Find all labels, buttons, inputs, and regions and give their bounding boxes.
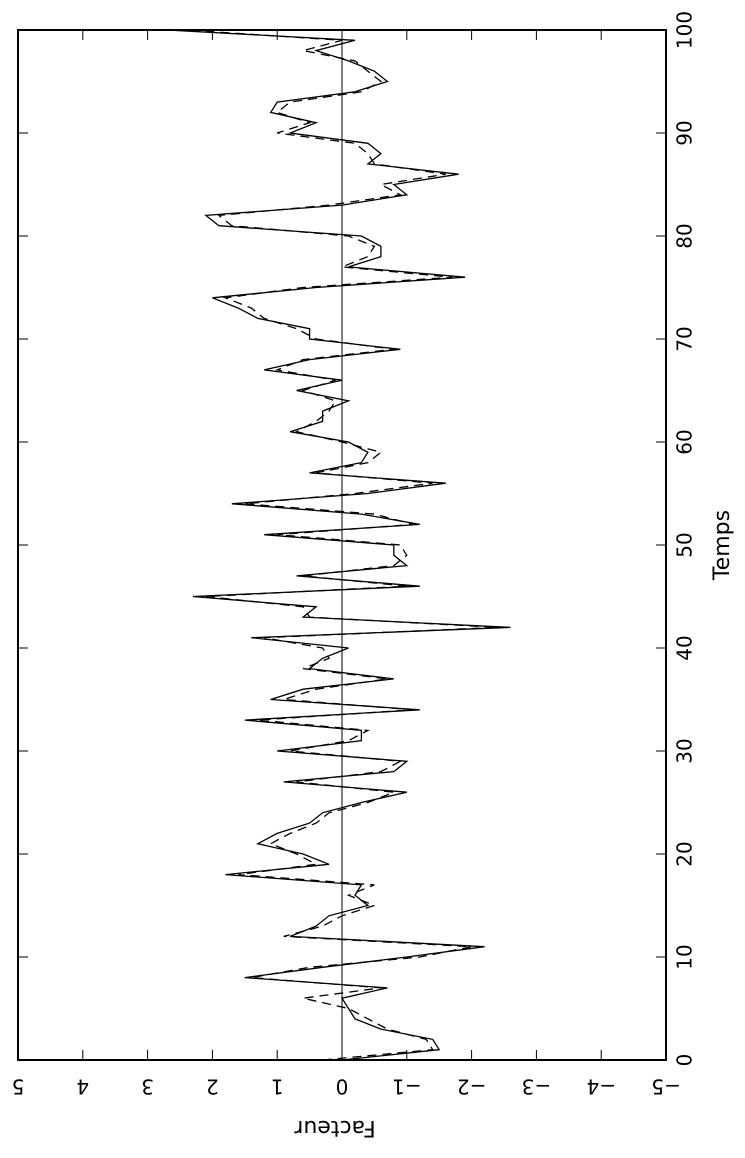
y-tick-label--3: −3 bbox=[522, 1075, 551, 1099]
x-tick-label-30: 30 bbox=[673, 738, 697, 763]
axis-ticks bbox=[17, 29, 667, 1061]
y-tick-label-5: 5 bbox=[12, 1075, 25, 1099]
series-line-dashed bbox=[186, 29, 498, 1061]
y-tick-label-2: 2 bbox=[206, 1075, 219, 1099]
x-tick-label-20: 20 bbox=[673, 841, 697, 866]
y-tick-label--1: −1 bbox=[392, 1075, 421, 1099]
x-tick-label-10: 10 bbox=[673, 944, 697, 969]
x-tick-label-50: 50 bbox=[673, 532, 697, 557]
y-tick-label-4: 4 bbox=[76, 1075, 89, 1099]
x-tick-label-60: 60 bbox=[673, 429, 697, 454]
x-tick-label-40: 40 bbox=[673, 635, 697, 660]
y-tick-label--5: −5 bbox=[651, 1075, 680, 1099]
x-tick-label-100: 100 bbox=[673, 11, 697, 49]
y-tick-label-3: 3 bbox=[141, 1075, 154, 1099]
y-tick-label-1: 1 bbox=[271, 1075, 284, 1099]
y-tick-label-0: 0 bbox=[336, 1075, 349, 1099]
y-tick-label--2: −2 bbox=[457, 1075, 486, 1099]
axis-tick-labels: 0 10 20 30 40 50 60 70 80 90 100 −5 −4 −3 −2 −1 0 1 2 3 4 5 bbox=[12, 11, 697, 1099]
x-tick-label-70: 70 bbox=[673, 326, 697, 351]
x-tick-label-80: 80 bbox=[673, 223, 697, 248]
x-axis-label: Temps bbox=[710, 510, 735, 581]
series-line-solid bbox=[166, 29, 511, 1061]
chart-series bbox=[166, 29, 511, 1061]
x-tick-label-0: 0 bbox=[673, 1054, 697, 1067]
y-tick-label--4: −4 bbox=[586, 1075, 615, 1099]
x-tick-label-90: 90 bbox=[673, 120, 697, 145]
y-axis-label: Facteur bbox=[293, 1115, 375, 1140]
